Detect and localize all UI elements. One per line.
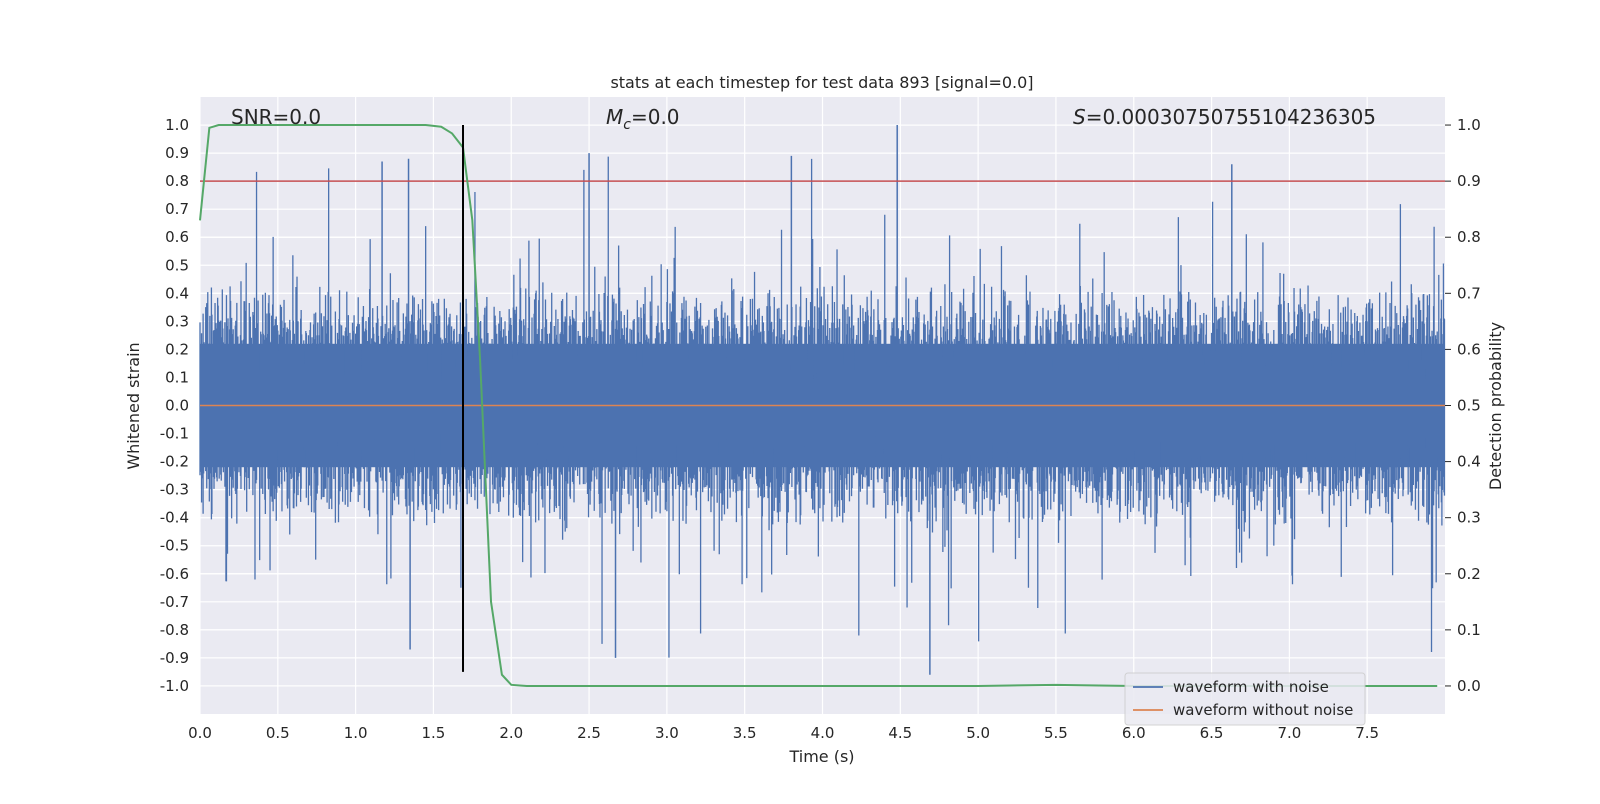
detection-probability-line <box>199 124 1438 687</box>
y2-tick-label: 0.3 <box>1457 509 1481 527</box>
y2-tick-label: 0.9 <box>1457 172 1481 190</box>
y-tick-label: 0.7 <box>165 200 189 218</box>
x-tick-label: 5.0 <box>966 724 990 742</box>
y2-tick-label: 0.1 <box>1457 621 1481 639</box>
y-tick-label: -0.3 <box>160 481 189 499</box>
y-tick-label: -0.4 <box>160 509 189 527</box>
y2-tick-label: 0.0 <box>1457 677 1481 695</box>
y2-tick-label: 0.4 <box>1457 453 1481 471</box>
y-tick-label: 0.6 <box>165 228 189 246</box>
y-tick-label: 0.9 <box>165 144 189 162</box>
mc-symbol: M <box>606 105 623 129</box>
x-tick-label: 0.0 <box>188 724 212 742</box>
y2-tick-label: 0.8 <box>1457 228 1481 246</box>
x-tick-label: 0.5 <box>266 724 290 742</box>
y-tick-label: 0.1 <box>165 368 189 386</box>
y2-tick-label: 0.7 <box>1457 284 1481 302</box>
y-tick-label: -0.1 <box>160 425 189 443</box>
legend-label: waveform with noise <box>1173 678 1329 696</box>
mc-subscript: c <box>623 117 631 133</box>
y-tick-label: 1.0 <box>165 116 189 134</box>
x-tick-label: 5.5 <box>1044 724 1068 742</box>
x-tick-label: 1.5 <box>422 724 446 742</box>
y2-axis-label: Detection probability <box>1486 322 1505 490</box>
legend-label: waveform without noise <box>1173 701 1353 719</box>
s-annotation: S=0.00030750755104236305 <box>1073 105 1376 129</box>
y2-tick-label: 0.6 <box>1457 340 1481 358</box>
y-tick-label: 0.5 <box>165 256 189 274</box>
y2-tick-label: 0.2 <box>1457 565 1481 583</box>
s-symbol: S <box>1073 105 1086 129</box>
x-tick-label: 6.5 <box>1200 724 1224 742</box>
y-tick-label: 0.0 <box>165 397 189 415</box>
y-tick-label: 0.3 <box>165 312 189 330</box>
lines-layer <box>199 124 1445 687</box>
y-tick-label: -0.7 <box>160 593 189 611</box>
y-tick-label: -0.9 <box>160 649 189 667</box>
x-tick-label: 1.0 <box>344 724 368 742</box>
y-tick-label: -0.2 <box>160 453 189 471</box>
y-tick-label: 0.4 <box>165 284 189 302</box>
chirp-mass-annotation: Mc=0.0 <box>606 105 680 133</box>
x-tick-label: 4.5 <box>888 724 912 742</box>
ticks-layer: 0.0 0.5 1.0 1.5 2.0 2.5 3.0 3.5 4.0 4.5 5.0 5.5 6.0 6… <box>160 116 1481 742</box>
s-value: =0.00030750755104236305 <box>1086 105 1376 129</box>
y-tick-label: -1.0 <box>160 677 189 695</box>
x-tick-label: 3.0 <box>655 724 679 742</box>
x-tick-label: 6.0 <box>1122 724 1146 742</box>
y-tick-label: 0.2 <box>165 340 189 358</box>
y-tick-label: -0.6 <box>160 565 189 583</box>
legend: waveform with noise waveform without nois… <box>1124 672 1366 726</box>
snr-annotation: SNR=0.0 <box>231 105 321 129</box>
chart-title: stats at each timestep for test data 893… <box>610 73 1033 92</box>
x-axis-label: Time (s) <box>788 747 854 766</box>
mc-value: =0.0 <box>631 105 680 129</box>
y-tick-label: -0.8 <box>160 621 189 639</box>
x-tick-label: 7.0 <box>1277 724 1301 742</box>
y2-tick-label: 0.5 <box>1457 397 1481 415</box>
legend-box <box>1124 672 1366 726</box>
y2-tick-label: 1.0 <box>1457 116 1481 134</box>
x-tick-label: 4.0 <box>811 724 835 742</box>
x-tick-label: 2.5 <box>577 724 601 742</box>
x-tick-label: 3.5 <box>733 724 757 742</box>
x-tick-label: 2.0 <box>499 724 523 742</box>
y-axis-label: Whitened strain <box>124 342 143 469</box>
y-tick-label: 0.8 <box>165 172 189 190</box>
y-tick-label: -0.5 <box>160 537 189 555</box>
x-tick-label: 7.5 <box>1355 724 1379 742</box>
